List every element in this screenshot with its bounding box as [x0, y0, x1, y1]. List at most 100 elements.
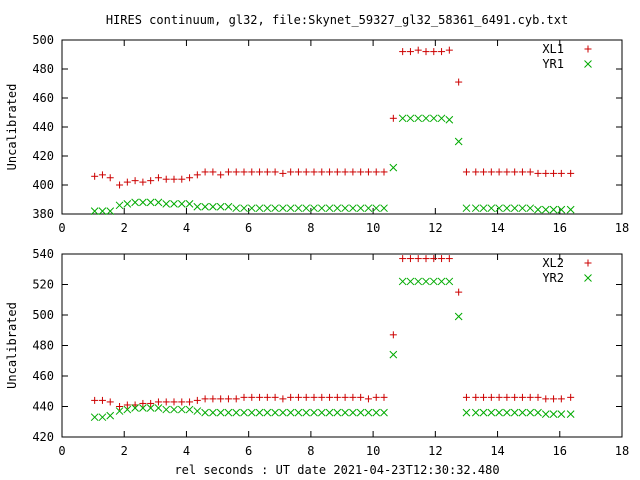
data-point-xl2	[170, 398, 178, 406]
data-point-yr1	[185, 199, 194, 208]
data-point-xl2	[232, 395, 240, 403]
data-point-xl2	[389, 331, 397, 339]
data-point-xl1	[224, 168, 232, 176]
data-point-yr1	[510, 204, 519, 213]
data-point-yr1	[90, 207, 99, 215]
top-y-tick-label: 400	[32, 178, 54, 192]
data-point-yr2	[349, 408, 357, 417]
data-point-xl2	[98, 396, 106, 404]
data-point-xl2	[248, 393, 256, 401]
data-point-yr2	[263, 408, 272, 417]
data-point-xl1	[438, 48, 446, 56]
data-point-yr1	[356, 204, 365, 213]
data-point-xl2	[526, 393, 534, 401]
data-point-yr2	[209, 408, 217, 417]
data-point-xl2	[91, 396, 99, 404]
data-point-yr1	[216, 202, 225, 211]
data-point-xl1	[550, 169, 558, 177]
legend-label-yr1: YR1	[542, 57, 564, 71]
data-point-yr1	[98, 207, 107, 215]
data-point-xl1	[271, 168, 279, 176]
data-point-yr2	[123, 405, 132, 414]
data-point-xl1	[495, 168, 503, 176]
legend-label-xl2: XL2	[542, 256, 564, 270]
data-point-xl1	[287, 168, 295, 176]
top-x-tick-label: 8	[307, 221, 314, 235]
bottom-x-tick-label: 0	[58, 444, 65, 458]
data-point-xl1	[557, 169, 565, 177]
data-point-yr1	[398, 114, 407, 123]
data-point-yr1	[325, 204, 334, 213]
data-point-yr1	[302, 204, 311, 213]
data-point-xl2	[116, 403, 124, 410]
data-point-yr1	[279, 204, 287, 213]
data-point-yr2	[279, 408, 287, 417]
data-point-xl2	[287, 393, 295, 401]
bottom-panel: 0 2 4 6 8 10 12 14 16 18 420 440 460 480 500 520 540 Unca…	[5, 247, 629, 458]
data-point-xl2	[318, 393, 326, 401]
data-point-yr2	[162, 405, 171, 414]
data-point-xl1	[542, 169, 550, 177]
data-point-xl1	[178, 175, 186, 183]
data-point-xl2	[472, 393, 480, 401]
data-point-yr2	[232, 408, 241, 417]
data-point-xl1	[472, 168, 480, 176]
data-point-xl1	[526, 168, 534, 176]
data-point-yr2	[255, 408, 264, 417]
data-point-xl2	[224, 395, 232, 403]
data-point-xl1	[217, 171, 225, 179]
data-point-xl2	[310, 393, 318, 401]
data-point-yr2	[364, 408, 373, 417]
data-point-yr2	[414, 277, 423, 286]
data-point-yr2	[510, 408, 519, 417]
data-point-xl2	[518, 393, 526, 401]
data-point-yr1	[518, 204, 527, 213]
data-point-yr2	[131, 404, 139, 412]
data-point-yr1	[294, 204, 303, 213]
data-point-xl1	[326, 168, 334, 176]
data-point-xl1	[162, 175, 170, 183]
data-point-yr2	[462, 408, 471, 417]
data-point-xl2	[271, 393, 279, 401]
data-point-xl1	[406, 48, 414, 56]
data-point-xl2	[445, 255, 453, 263]
data-point-xl2	[357, 393, 365, 401]
data-point-xl2	[567, 393, 575, 401]
legend-label-xl1: XL1	[542, 42, 564, 56]
data-point-yr1	[487, 204, 496, 213]
data-point-yr1	[317, 204, 326, 213]
data-point-yr2	[271, 408, 279, 417]
data-point-yr1	[422, 114, 430, 123]
data-point-yr2	[406, 277, 415, 286]
bottom-x-tick-label: 14	[490, 444, 504, 458]
data-point-xl1	[318, 168, 326, 176]
data-point-yr1	[437, 114, 446, 123]
data-point-yr1	[106, 207, 115, 215]
data-point-yr2	[557, 410, 566, 418]
data-point-xl2	[201, 395, 209, 403]
data-point-xl1	[131, 177, 139, 185]
data-point-yr2	[170, 405, 178, 414]
data-point-yr2	[389, 350, 398, 359]
legend-marker-yr1	[584, 60, 592, 68]
data-point-yr2	[90, 413, 99, 422]
data-point-yr2	[310, 408, 318, 417]
bottom-y-tick-label: 480	[32, 339, 54, 353]
data-point-yr1	[115, 201, 124, 210]
data-point-yr1	[286, 204, 295, 213]
data-point-xl1	[201, 168, 209, 176]
top-y-tick-label: 440	[32, 120, 54, 134]
top-x-tick-label: 2	[121, 221, 128, 235]
data-point-yr2	[177, 405, 186, 414]
data-point-xl2	[106, 398, 114, 406]
data-point-xl2	[256, 393, 264, 401]
bottom-y-tick-label: 420	[32, 430, 54, 444]
data-point-yr2	[341, 408, 349, 417]
data-point-xl2	[557, 395, 565, 403]
bottom-x-tick-label: 10	[366, 444, 380, 458]
data-point-yr2	[317, 408, 326, 417]
data-point-xl1	[310, 168, 318, 176]
data-point-yr1	[566, 205, 575, 214]
data-point-xl2	[139, 399, 147, 407]
